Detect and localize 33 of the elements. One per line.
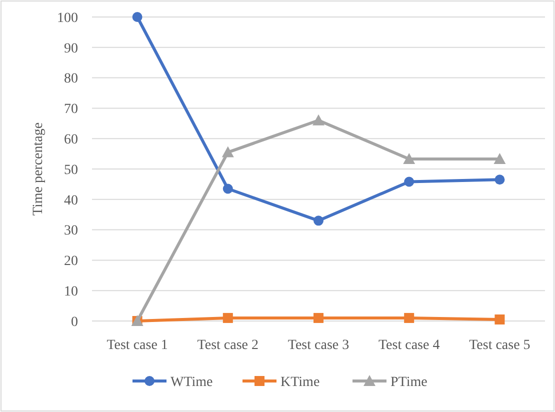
point [222, 146, 234, 158]
y-tick-label: 20 [64, 254, 78, 270]
y-tick-label: 0 [71, 314, 78, 330]
x-tick-label: Test case 4 [378, 338, 440, 353]
y-tick-label: 100 [57, 10, 78, 26]
x-tick-label: Test case 2 [197, 338, 259, 353]
y-tick-label: 90 [64, 41, 78, 56]
legend-label: WTime [170, 374, 213, 390]
y-tick-label: 70 [64, 102, 78, 118]
point [222, 184, 233, 194]
point [494, 174, 505, 185]
point [494, 314, 505, 324]
x-tick-label: Test case 1 [106, 338, 168, 353]
y-tick-label: 30 [64, 224, 78, 239]
point [222, 312, 233, 323]
x-tick-label: Test case 5 [469, 338, 530, 353]
x-tick-label: Test case 3 [288, 338, 350, 353]
y-tick-label: 40 [64, 193, 78, 208]
legend-label: PTime [390, 374, 428, 390]
y-tick-label: 50 [64, 162, 78, 178]
point [404, 176, 414, 187]
y-axis-title: Time percentage [31, 122, 46, 216]
y-tick-label: 60 [64, 132, 78, 148]
y-tick-label: 80 [64, 72, 78, 87]
point [404, 312, 414, 323]
point [314, 312, 324, 323]
point [403, 152, 416, 164]
point [312, 114, 324, 126]
point [132, 12, 142, 22]
legend-label: KTime [280, 374, 320, 390]
point [494, 152, 506, 164]
point [314, 216, 324, 226]
y-tick-label: 10 [64, 284, 78, 300]
